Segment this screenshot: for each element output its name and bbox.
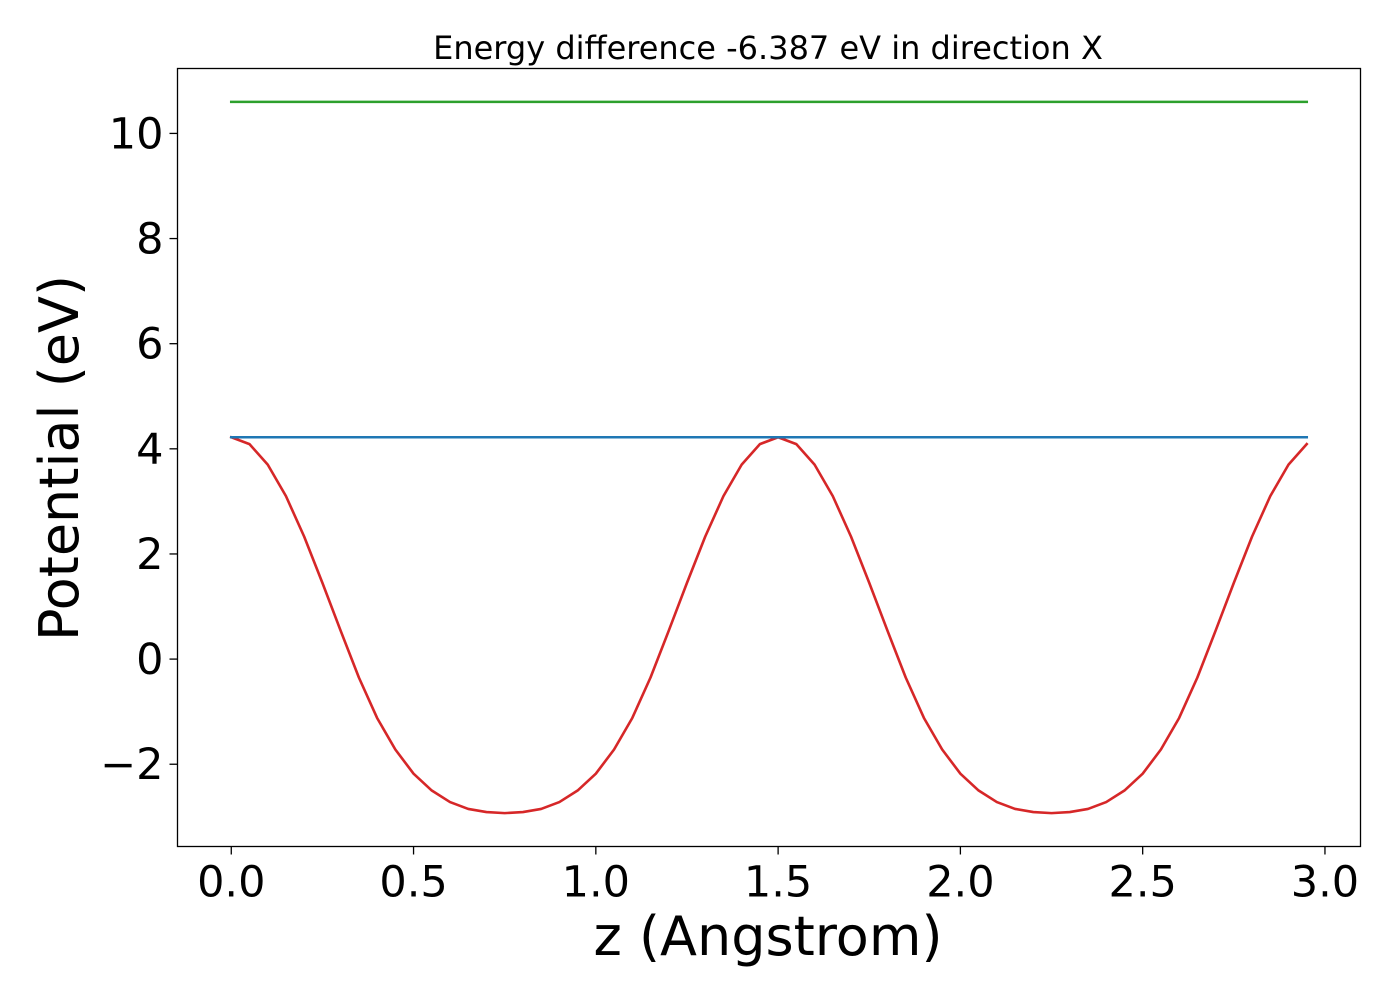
y-axis: −2 0 2 4 6 8 10 xyxy=(100,109,178,790)
chart-title: Energy difference -6.387 eV in direction… xyxy=(433,29,1103,67)
x-tick-label: 0.0 xyxy=(197,858,265,908)
x-tick-label: 0.5 xyxy=(379,858,447,908)
y-tick-label: 8 xyxy=(136,215,163,265)
x-tick-label: 2.5 xyxy=(1108,858,1176,908)
series-layer xyxy=(229,100,1309,815)
y-tick-label: 6 xyxy=(136,320,163,370)
series-line-0 xyxy=(229,435,1309,815)
x-tick-label: 1.5 xyxy=(744,858,812,908)
x-tick-label: 1.0 xyxy=(562,858,630,908)
y-tick-label: 0 xyxy=(136,635,163,685)
x-tick-label: 2.0 xyxy=(926,858,994,908)
x-tick-label: 3.0 xyxy=(1291,858,1359,908)
x-axis: 0.0 0.5 1.0 1.5 2.0 2.5 3.0 xyxy=(197,846,1359,908)
plot-frame xyxy=(176,67,1362,848)
y-axis-label: Potential (eV) xyxy=(28,275,91,641)
x-axis-label: z (Angstrom) xyxy=(593,905,942,968)
y-tick-label: −2 xyxy=(100,740,163,790)
y-tick-label: 10 xyxy=(109,109,164,159)
y-tick-label: 4 xyxy=(136,425,163,475)
y-tick-label: 2 xyxy=(136,530,163,580)
